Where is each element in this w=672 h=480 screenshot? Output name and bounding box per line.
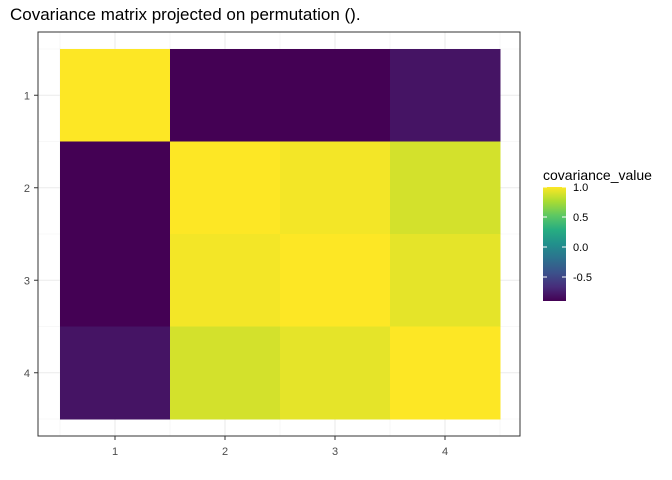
heatmap-cell-r4-c1	[60, 326, 171, 420]
heatmap-cell-r3-c4	[390, 234, 501, 327]
legend-ticks: 1.0 0.5 0.0 -0.5	[543, 182, 592, 284]
heatmap-cell-r3-c1	[60, 234, 171, 327]
x-tick-label: 2	[222, 446, 228, 458]
legend-title: covariance_value	[543, 167, 652, 183]
legend-tick-label: 0.0	[573, 242, 588, 254]
heatmap-cell-r1-c2	[170, 49, 281, 142]
y-tick-label: 3	[24, 275, 30, 287]
x-tick-label: 3	[332, 446, 338, 458]
heatmap-cell-r2-c2	[170, 141, 281, 235]
legend: covariance_value 1.0 0.5 0.0 -0.5	[543, 167, 652, 301]
panel-border	[37, 31, 521, 437]
x-tick-label: 4	[442, 446, 448, 458]
y-axis: 1 2 3 4	[24, 90, 38, 380]
heatmap-cell-r1-c1	[60, 49, 171, 142]
legend-tick-label: 1.0	[573, 182, 588, 194]
heatmap-cell-r4-c2	[170, 326, 281, 420]
x-axis: 1 2 3 4	[112, 436, 448, 458]
heatmap-cell-r1-c4	[390, 49, 501, 142]
heatmap-cell-r1-c3	[280, 49, 391, 142]
legend-tick-label: 0.5	[573, 212, 588, 224]
heatmap-cell-r3-c3	[280, 234, 391, 327]
y-tick-label: 1	[24, 90, 30, 102]
legend-tick-label: -0.5	[573, 272, 592, 284]
heatmap-cell-r3-c2	[170, 234, 281, 327]
heatmap-cell-r4-c3	[280, 326, 391, 420]
heatmap-cell-r4-c4	[390, 326, 501, 420]
x-tick-label: 1	[112, 446, 118, 458]
y-tick-label: 4	[24, 368, 30, 380]
chart-title: Covariance matrix projected on permutati…	[10, 5, 361, 24]
heatmap-cell-r2-c4	[390, 141, 501, 235]
y-tick-label: 2	[24, 183, 30, 195]
heatmap-cell-r2-c3	[280, 141, 391, 235]
heatmap-cells	[60, 49, 501, 420]
heatmap-cell-r2-c1	[60, 141, 171, 235]
legend-colorbar	[543, 187, 566, 301]
